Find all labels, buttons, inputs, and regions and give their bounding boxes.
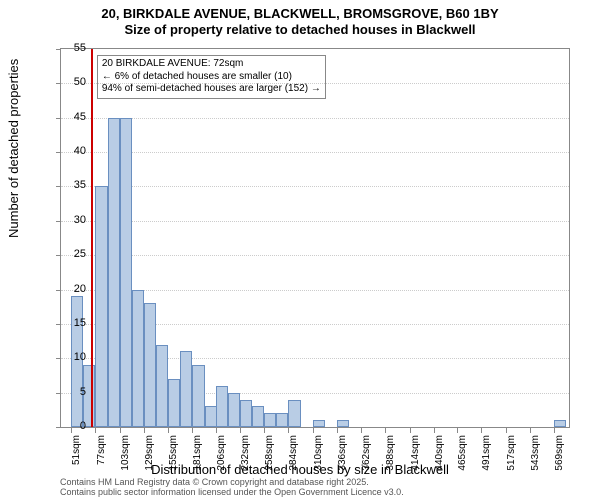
- ytick-label: 0: [56, 420, 86, 432]
- reference-line: [91, 49, 93, 427]
- gridline: [61, 152, 569, 153]
- ytick-label: 35: [56, 179, 86, 191]
- xtick-mark: [144, 428, 145, 433]
- xtick-mark: [216, 428, 217, 433]
- ytick-label: 50: [56, 76, 86, 88]
- gridline: [61, 221, 569, 222]
- footer-line-2: Contains public sector information licen…: [60, 488, 404, 498]
- xtick-mark: [410, 428, 411, 433]
- annotation-line-2: ← 6% of detached houses are smaller (10): [102, 71, 321, 84]
- histogram-bar: [216, 386, 228, 427]
- histogram-bar: [288, 400, 300, 427]
- histogram-bar: [313, 420, 325, 427]
- histogram-bar: [252, 406, 264, 427]
- gridline: [61, 186, 569, 187]
- annotation-box: 20 BIRKDALE AVENUE: 72sqm ← 6% of detach…: [97, 55, 326, 99]
- annotation-line-3: 94% of semi-detached houses are larger (…: [102, 83, 321, 96]
- xtick-mark: [264, 428, 265, 433]
- xtick-mark: [288, 428, 289, 433]
- xtick-mark: [554, 428, 555, 433]
- xtick-mark: [506, 428, 507, 433]
- xtick-mark: [530, 428, 531, 433]
- ytick-label: 25: [56, 248, 86, 260]
- xtick-mark: [434, 428, 435, 433]
- ytick-label: 45: [56, 111, 86, 123]
- title-line-2: Size of property relative to detached ho…: [0, 22, 600, 38]
- xtick-mark: [192, 428, 193, 433]
- histogram-bar: [264, 413, 276, 427]
- footer-credits: Contains HM Land Registry data © Crown c…: [60, 478, 404, 498]
- histogram-bar: [168, 379, 180, 427]
- xtick-mark: [168, 428, 169, 433]
- ytick-label: 15: [56, 317, 86, 329]
- gridline: [61, 118, 569, 119]
- xtick-mark: [240, 428, 241, 433]
- histogram-bar: [554, 420, 566, 427]
- histogram-bar: [108, 118, 120, 427]
- title-block: 20, BIRKDALE AVENUE, BLACKWELL, BROMSGRO…: [0, 0, 600, 37]
- histogram-bar: [180, 351, 192, 427]
- histogram-bar: [240, 400, 252, 427]
- xtick-mark: [337, 428, 338, 433]
- xtick-mark: [361, 428, 362, 433]
- xtick-mark: [481, 428, 482, 433]
- ytick-label: 5: [56, 386, 86, 398]
- y-axis-label: Number of detached properties: [6, 59, 21, 238]
- histogram-bar: [276, 413, 288, 427]
- ytick-label: 20: [56, 283, 86, 295]
- annotation-line-1: 20 BIRKDALE AVENUE: 72sqm: [102, 58, 321, 71]
- xtick-mark: [385, 428, 386, 433]
- x-axis-label: Distribution of detached houses by size …: [0, 462, 600, 477]
- title-line-1: 20, BIRKDALE AVENUE, BLACKWELL, BROMSGRO…: [0, 6, 600, 22]
- histogram-bar: [120, 118, 132, 427]
- histogram-bar: [228, 393, 240, 427]
- ytick-label: 10: [56, 351, 86, 363]
- histogram-bar: [192, 365, 204, 427]
- gridline: [61, 83, 569, 84]
- histogram-bar: [144, 303, 156, 427]
- ytick-label: 55: [56, 42, 86, 54]
- histogram-bar: [337, 420, 349, 427]
- xtick-mark: [95, 428, 96, 433]
- histogram-bar: [156, 345, 168, 427]
- histogram-bar: [132, 290, 144, 427]
- gridline: [61, 255, 569, 256]
- plot-area: 20 BIRKDALE AVENUE: 72sqm ← 6% of detach…: [60, 48, 570, 428]
- ytick-label: 30: [56, 214, 86, 226]
- xtick-mark: [120, 428, 121, 433]
- chart-container: 20, BIRKDALE AVENUE, BLACKWELL, BROMSGRO…: [0, 0, 600, 500]
- xtick-mark: [313, 428, 314, 433]
- xtick-mark: [457, 428, 458, 433]
- ytick-label: 40: [56, 145, 86, 157]
- histogram-bar: [95, 186, 107, 427]
